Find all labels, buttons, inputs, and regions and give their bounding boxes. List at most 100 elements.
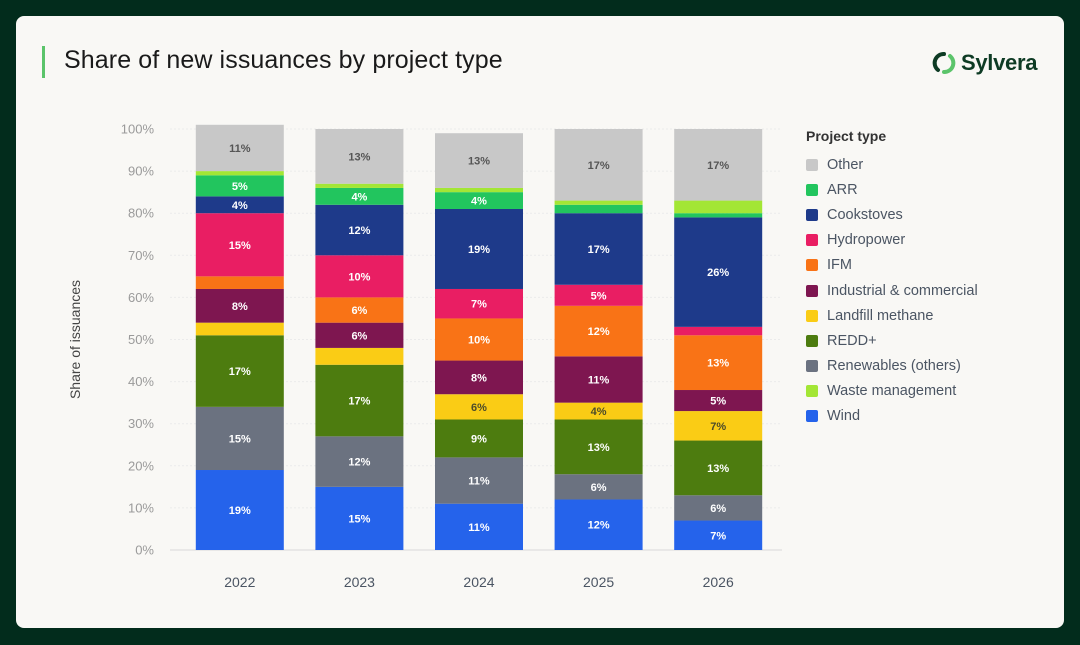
legend-label: Renewables (others) — [827, 358, 961, 375]
bar-segment — [315, 187, 404, 205]
legend-item[interactable]: Wind — [806, 404, 978, 429]
legend-swatch — [806, 385, 818, 398]
x-tick-label: 2025 — [583, 574, 614, 590]
chart-card: Share of new issuances by project type S… — [16, 16, 1064, 628]
bar-data-label: 17% — [229, 366, 251, 378]
bar-data-label: 17% — [588, 160, 610, 172]
bar-segment — [554, 402, 643, 420]
y-tick-label: 80% — [128, 206, 154, 221]
bar-data-label: 15% — [229, 240, 251, 252]
legend-item[interactable]: Waste management — [806, 379, 978, 404]
bar-data-label: 8% — [232, 301, 248, 313]
legend-swatch — [806, 234, 818, 247]
legend-item[interactable]: Landfill methane — [806, 303, 978, 328]
bar-segment — [195, 124, 284, 172]
bar-data-label: 10% — [348, 271, 370, 283]
y-tick-label: 30% — [128, 416, 154, 431]
bar-data-label: 17% — [707, 160, 729, 172]
bar-segment — [195, 171, 284, 176]
bar-segment — [435, 133, 523, 188]
bar-data-label: 12% — [588, 326, 610, 338]
x-tick-label: 2022 — [224, 574, 255, 590]
legend-label: REDD+ — [827, 332, 877, 349]
bar-segment — [554, 474, 643, 500]
bar-segment — [554, 499, 643, 550]
bar-segment — [435, 192, 523, 209]
legend-item[interactable]: Industrial & commercial — [806, 278, 978, 303]
bar-data-label: 10% — [468, 335, 490, 347]
legend-item[interactable]: Cookstoves — [806, 202, 978, 227]
bar-segment — [315, 183, 404, 188]
bar-data-label: 5% — [710, 396, 726, 408]
bar-data-label: 4% — [471, 196, 487, 208]
bar-data-label: 4% — [351, 191, 367, 203]
legend-item[interactable]: IFM — [806, 253, 978, 278]
bar-segment — [195, 335, 284, 407]
x-tick-label: 2023 — [344, 574, 375, 590]
bar-data-label: 12% — [348, 457, 370, 469]
bar-data-label: 6% — [591, 482, 607, 494]
legend-item[interactable]: Other — [806, 152, 978, 177]
bar-data-label: 15% — [229, 433, 251, 445]
y-tick-label: 10% — [128, 500, 154, 515]
legend-swatch — [806, 360, 818, 373]
bar-data-label: 19% — [229, 505, 251, 517]
legend-label: Other — [827, 156, 864, 173]
bar-data-label: 26% — [707, 267, 729, 279]
y-tick-label: 70% — [128, 248, 154, 263]
bar-data-label: 7% — [471, 299, 487, 311]
bar-data-label: 4% — [232, 200, 248, 212]
bar-segment — [195, 470, 284, 550]
bar-data-label: 17% — [588, 244, 610, 256]
bar-segment — [435, 457, 523, 504]
bar-segment — [674, 411, 763, 441]
bar-data-label: 13% — [588, 442, 610, 454]
bar-segment — [674, 200, 763, 214]
bar-segment — [674, 390, 763, 412]
logo-text: Sylvera — [961, 50, 1038, 75]
bar-segment — [315, 364, 404, 437]
bar-data-label: 5% — [232, 181, 248, 193]
legend-swatch — [806, 284, 818, 297]
bar-data-label: 5% — [591, 290, 607, 302]
legend-label: Waste management — [827, 383, 957, 400]
legend-label: ARR — [827, 181, 858, 198]
bar-segment — [195, 175, 284, 197]
bar-segment — [554, 356, 643, 403]
bar-data-label: 12% — [588, 520, 610, 532]
bar-segment — [554, 284, 643, 306]
bar-segment — [554, 305, 643, 357]
bar-data-label: 4% — [591, 406, 607, 418]
bar-data-label: 7% — [710, 530, 726, 542]
legend-label: Wind — [827, 408, 861, 425]
legend-item[interactable]: ARR — [806, 177, 978, 202]
bar-segment — [315, 129, 404, 184]
sylvera-logo-icon — [932, 52, 956, 74]
y-tick-label: 50% — [128, 332, 154, 347]
bar-data-label: 15% — [348, 513, 370, 525]
bar-data-label: 13% — [348, 151, 370, 163]
legend-item[interactable]: Renewables (others) — [806, 354, 978, 379]
bar-data-label: 13% — [707, 358, 729, 370]
legend-title: Project type — [806, 128, 887, 144]
y-tick-label: 0% — [135, 543, 154, 558]
bar-segment — [435, 208, 523, 289]
bar-segment — [554, 129, 643, 201]
x-tick-label: 2024 — [463, 574, 494, 590]
bar-segment — [315, 204, 404, 256]
bar-segment — [674, 326, 763, 336]
bar-segment — [435, 318, 523, 361]
bar-segment — [674, 440, 763, 496]
bar-data-label: 9% — [471, 433, 487, 445]
bar-segment — [195, 276, 284, 289]
bar-segment — [554, 204, 643, 214]
legend-swatch — [806, 208, 818, 221]
bar-segment — [674, 129, 763, 201]
bar-segment — [435, 503, 523, 550]
bar-data-label: 11% — [229, 143, 251, 155]
bar-data-label: 11% — [468, 476, 490, 488]
sylvera-logo: Sylvera — [932, 50, 1038, 76]
legend-item[interactable]: REDD+ — [806, 328, 978, 353]
legend-item[interactable]: Hydropower — [806, 228, 978, 253]
bar-segment — [195, 213, 284, 277]
